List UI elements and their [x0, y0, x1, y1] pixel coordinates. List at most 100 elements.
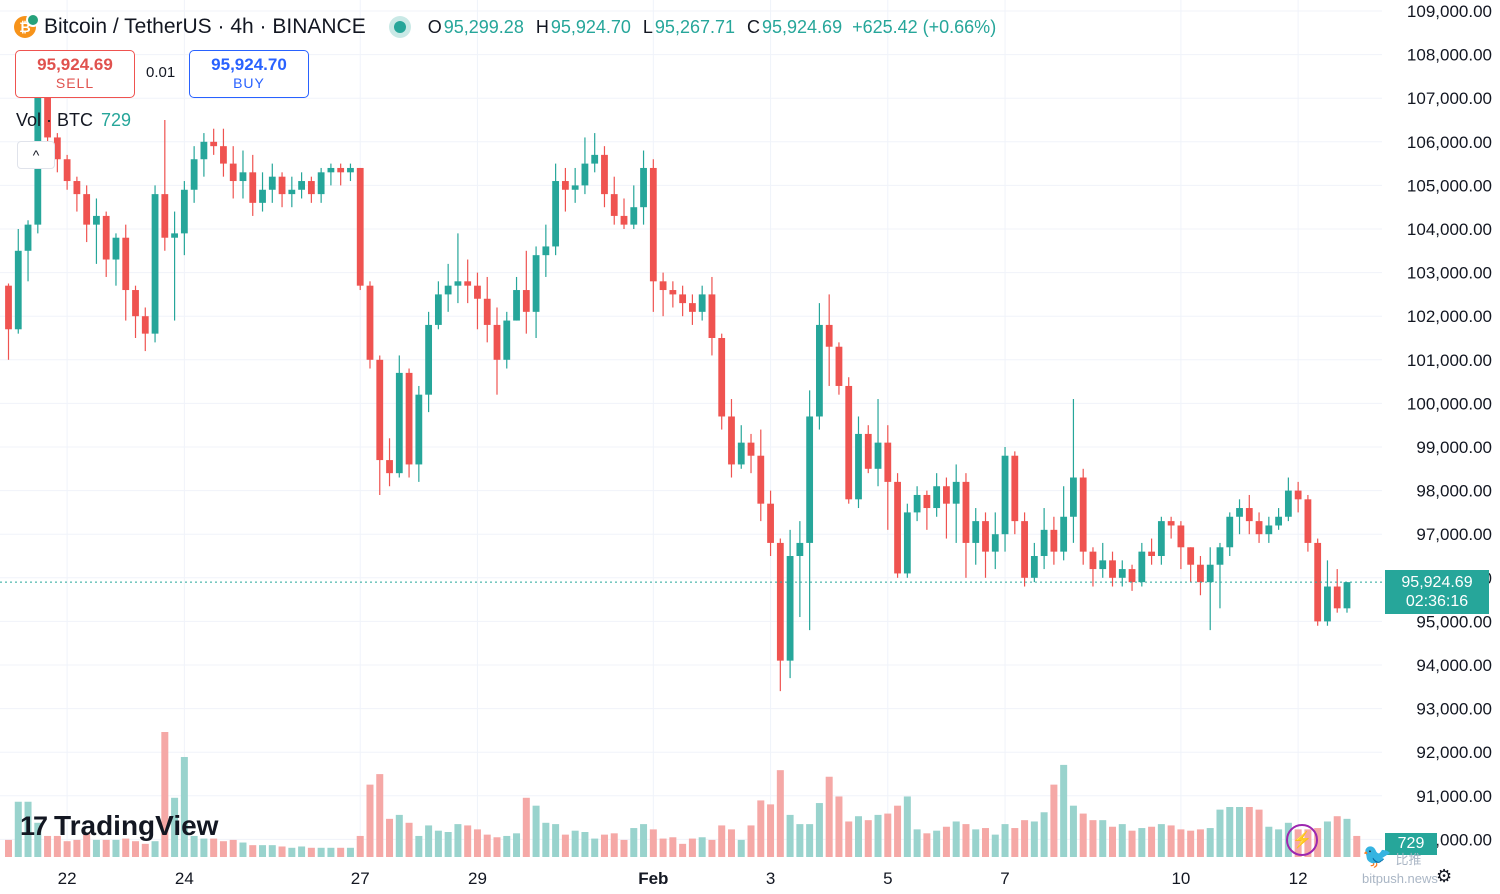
y-tick-label: 101,000.00	[1407, 351, 1492, 370]
volume-bar	[151, 841, 159, 857]
volume-bar	[1128, 830, 1136, 857]
volume-bar	[346, 847, 354, 857]
volume-bar	[317, 847, 325, 857]
candle-body	[180, 189, 188, 234]
volume-bar	[630, 828, 638, 857]
candle-body	[44, 63, 51, 138]
volume-bar	[854, 816, 862, 857]
candle-body	[649, 167, 657, 282]
y-tick-label: 97,000.00	[1416, 525, 1492, 544]
volume-bar	[356, 835, 364, 857]
volume-bar	[1109, 826, 1117, 857]
volume-bar	[141, 843, 149, 857]
y-tick-label: 109,000.00	[1407, 2, 1492, 21]
candle-body	[249, 172, 257, 203]
y-tick-label: 95,000.00	[1416, 612, 1492, 631]
current-volume-label: 729	[1385, 833, 1437, 855]
x-tick-label: 27	[351, 869, 370, 888]
bitcoin-icon: ₿	[14, 13, 40, 38]
candle-body	[220, 146, 227, 164]
volume-bar	[737, 839, 745, 857]
candle-body	[991, 534, 999, 552]
candle-body	[610, 194, 618, 216]
symbol-title[interactable]: Bitcoin / TetherUS · 4h · BINANCE	[44, 15, 366, 38]
collapse-legend-button[interactable]: ^	[17, 141, 55, 169]
x-tick-label: 29	[468, 869, 487, 888]
low-value: 95,267.71	[654, 16, 735, 37]
lightning-icon[interactable]: ⚡	[1286, 824, 1318, 856]
volume-bar	[727, 829, 735, 857]
candle-body	[952, 481, 960, 504]
candle-body	[259, 189, 266, 203]
volume-bar	[610, 833, 618, 857]
candle-body	[581, 163, 589, 186]
volume-bar	[376, 774, 384, 857]
volume-legend-value: 729	[101, 110, 132, 130]
volume-bar	[796, 824, 804, 857]
y-tick-label: 100,000.00	[1407, 394, 1492, 413]
volume-bar	[259, 845, 267, 857]
candle-body	[923, 494, 931, 509]
volume-bar	[698, 837, 706, 857]
volume-bar	[1177, 829, 1185, 857]
volume-bar	[982, 828, 989, 857]
volume-legend-label: Vol · BTC	[16, 110, 94, 130]
y-tick-label: 92,000.00	[1416, 743, 1492, 762]
x-tick-label: 3	[766, 869, 775, 888]
settings-gear-icon[interactable]: ⚙	[1436, 866, 1453, 886]
x-tick-label: 22	[58, 869, 77, 888]
market-status-dot	[393, 21, 406, 33]
volume-bar	[425, 825, 433, 857]
volume-bar	[249, 845, 257, 857]
candle-body	[268, 176, 276, 190]
volume-bar	[1353, 835, 1361, 857]
volume-bar	[659, 838, 667, 857]
candle-body	[757, 455, 765, 504]
volume-bar	[552, 824, 560, 857]
candle-body	[278, 176, 286, 195]
candle-body	[864, 433, 872, 469]
candle-body	[161, 194, 169, 238]
volume-bar	[171, 797, 179, 857]
volume-bar	[874, 814, 882, 857]
volume-bar	[767, 804, 775, 857]
volume-bar	[1060, 764, 1068, 857]
candle-body	[483, 298, 491, 325]
volume-bar	[24, 801, 32, 857]
sell-label: SELL	[55, 75, 95, 91]
y-tick-label: 103,000.00	[1407, 264, 1492, 283]
tradingview-logo[interactable]: 17 TradingView	[20, 810, 218, 842]
candle-body	[14, 250, 22, 330]
candle-body	[884, 442, 892, 482]
y-tick-label: 102,000.00	[1407, 307, 1492, 326]
y-tick-label: 107,000.00	[1407, 89, 1492, 108]
candle-body	[1148, 551, 1155, 556]
candle-body	[83, 194, 91, 225]
volume-bar	[434, 830, 442, 857]
sell-button[interactable]: 95,924.69 SELL	[15, 50, 135, 98]
buy-button[interactable]: 95,924.70 BUY	[189, 50, 309, 98]
volume-bar	[161, 732, 169, 857]
volume-bar	[14, 801, 22, 857]
candle-body	[1118, 569, 1126, 578]
volume-bar	[327, 847, 335, 857]
candle-body	[708, 294, 716, 338]
volume-bar	[132, 841, 140, 857]
volume-bar	[825, 776, 833, 857]
candle-body	[1304, 499, 1312, 543]
candle-body	[1070, 477, 1077, 517]
x-tick-label: 24	[175, 869, 194, 888]
volume-bar	[1138, 828, 1146, 857]
open-value: 95,299.28	[443, 16, 524, 37]
volume-bar	[219, 841, 227, 857]
volume-bar	[776, 770, 784, 857]
candle-body	[1216, 547, 1224, 565]
volume-bar	[1245, 807, 1253, 857]
volume-bar	[298, 846, 306, 857]
candle-body	[1157, 521, 1165, 556]
volume-bar	[1216, 809, 1224, 857]
candle-body	[855, 433, 862, 500]
volume-bar	[1343, 818, 1351, 857]
volume-bar	[1148, 826, 1156, 857]
